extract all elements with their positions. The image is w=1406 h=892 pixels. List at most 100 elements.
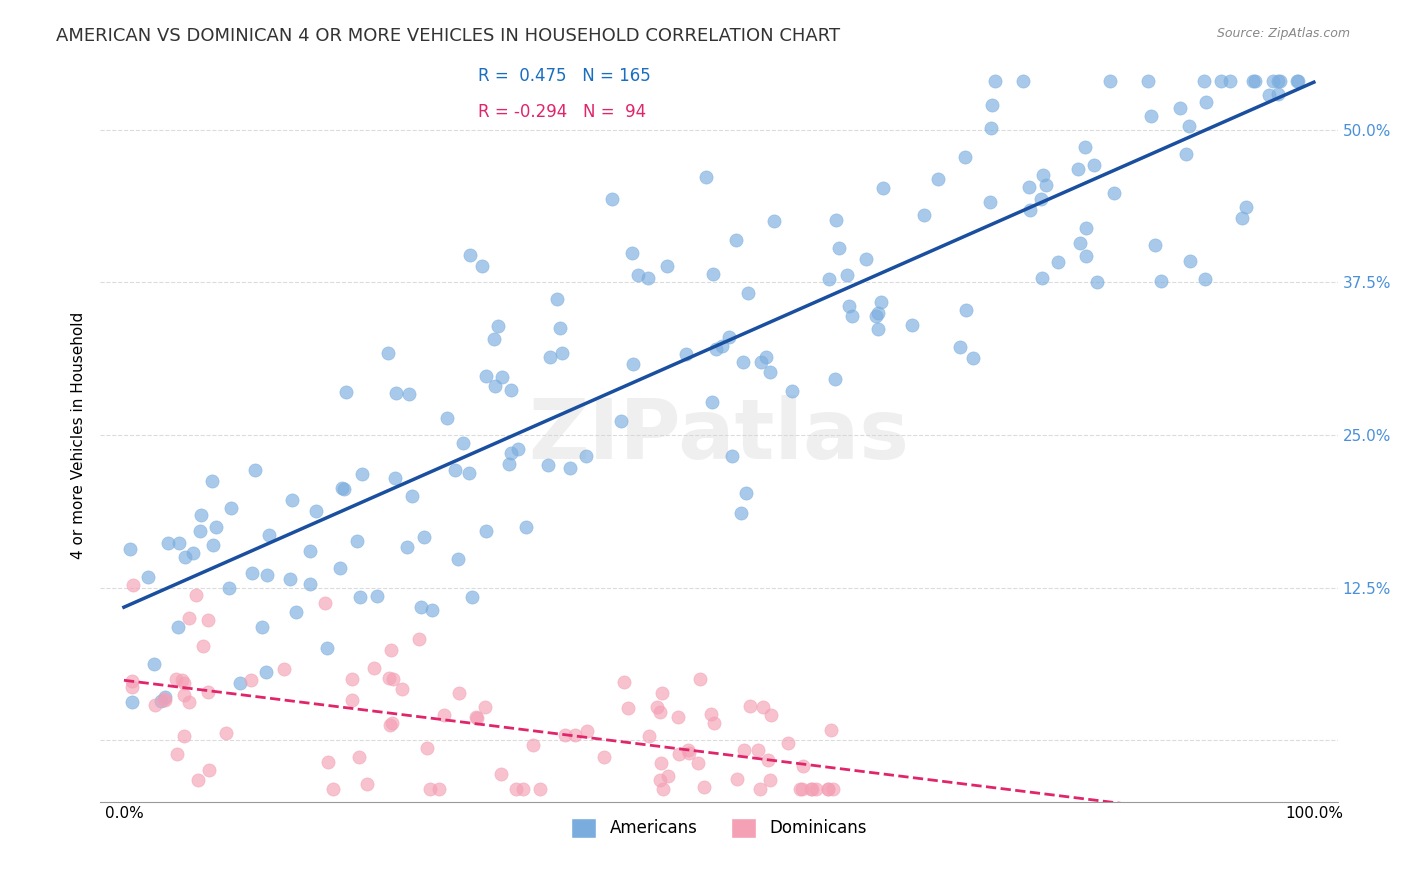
Point <box>201 474 224 488</box>
Point <box>451 435 474 450</box>
Point <box>676 743 699 757</box>
Point <box>1244 74 1267 88</box>
Point <box>229 676 252 690</box>
Point <box>540 350 562 364</box>
Point <box>1074 249 1097 263</box>
Point <box>416 740 439 755</box>
Point <box>529 782 551 797</box>
Point <box>363 661 385 675</box>
Point <box>190 508 212 522</box>
Point <box>984 74 1007 88</box>
Point <box>156 536 179 550</box>
Point <box>482 332 505 346</box>
Point <box>174 550 197 565</box>
Point <box>800 782 823 797</box>
Point <box>718 329 741 343</box>
Point <box>621 357 644 371</box>
Point <box>695 170 717 185</box>
Point <box>820 723 842 737</box>
Point <box>548 320 571 334</box>
Text: ZIPatlas: ZIPatlas <box>529 394 910 475</box>
Point <box>420 603 443 617</box>
Point <box>962 351 984 365</box>
Point <box>197 613 219 627</box>
Point <box>170 673 193 688</box>
Point <box>650 756 672 770</box>
Point <box>285 605 308 619</box>
Point <box>1140 109 1163 123</box>
Point <box>792 759 814 773</box>
Point <box>433 707 456 722</box>
Text: R = -0.294   N =  94: R = -0.294 N = 94 <box>478 103 647 120</box>
Point <box>546 292 568 306</box>
Point <box>648 705 671 719</box>
Point <box>1032 168 1054 182</box>
Point <box>1018 180 1040 194</box>
Point <box>298 576 321 591</box>
Point <box>215 726 238 740</box>
Text: AMERICAN VS DOMINICAN 4 OR MORE VEHICLES IN HOUSEHOLD CORRELATION CHART: AMERICAN VS DOMINICAN 4 OR MORE VEHICLES… <box>56 27 841 45</box>
Point <box>1230 211 1253 226</box>
Point <box>1035 178 1057 192</box>
Point <box>1012 74 1035 88</box>
Point <box>621 245 644 260</box>
Point <box>1175 146 1198 161</box>
Point <box>806 782 828 797</box>
Point <box>298 544 321 558</box>
Point <box>197 685 219 699</box>
Point <box>350 467 373 481</box>
Point <box>150 694 173 708</box>
Point <box>342 672 364 686</box>
Point <box>949 340 972 354</box>
Point <box>197 763 219 777</box>
Point <box>177 611 200 625</box>
Point <box>780 384 803 398</box>
Point <box>1031 270 1053 285</box>
Point <box>239 673 262 687</box>
Point <box>1234 200 1257 214</box>
Point <box>512 782 534 797</box>
Point <box>204 520 226 534</box>
Point <box>173 676 195 690</box>
Point <box>1069 235 1091 250</box>
Point <box>457 467 479 481</box>
Point <box>1085 275 1108 289</box>
Point <box>865 309 887 323</box>
Point <box>751 355 773 369</box>
Point <box>436 411 458 425</box>
Point <box>800 781 823 796</box>
Point <box>593 750 616 764</box>
Point <box>702 268 724 282</box>
Point <box>187 772 209 787</box>
Point <box>335 384 357 399</box>
Point <box>419 781 441 796</box>
Point <box>153 690 176 705</box>
Point <box>1150 274 1173 288</box>
Point <box>558 460 581 475</box>
Point <box>314 597 336 611</box>
Point <box>1219 74 1241 88</box>
Point <box>637 730 659 744</box>
Point <box>143 698 166 712</box>
Point <box>499 384 522 398</box>
Point <box>173 688 195 702</box>
Point <box>484 379 506 393</box>
Point <box>377 671 399 685</box>
Point <box>384 471 406 485</box>
Point <box>138 570 160 584</box>
Point <box>340 693 363 707</box>
Point <box>1019 203 1042 218</box>
Point <box>177 695 200 709</box>
Point <box>1047 254 1070 268</box>
Point <box>218 581 240 595</box>
Point <box>1104 186 1126 200</box>
Point <box>408 632 430 646</box>
Point <box>693 780 716 795</box>
Point <box>758 365 780 379</box>
Point <box>703 716 725 731</box>
Point <box>221 501 243 516</box>
Point <box>475 369 498 384</box>
Point <box>165 673 187 687</box>
Point <box>817 782 839 797</box>
Point <box>759 707 782 722</box>
